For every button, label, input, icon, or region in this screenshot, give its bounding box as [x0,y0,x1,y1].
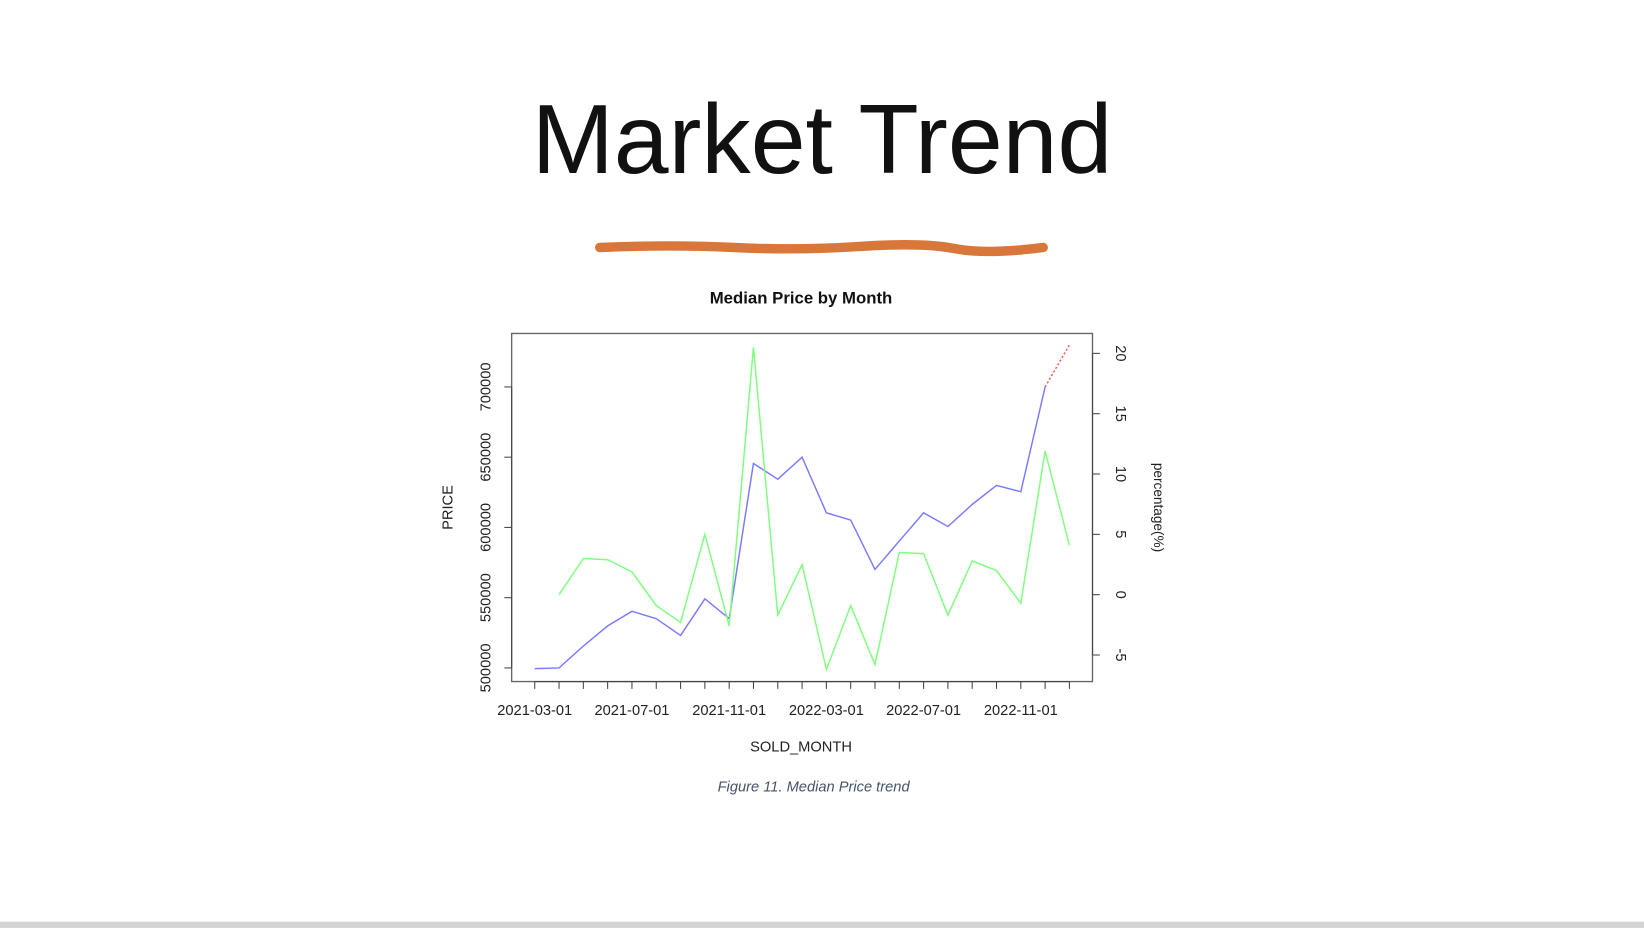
y-tick-label: 550000 [478,573,494,622]
x-tick-label: 2021-11-01 [692,703,766,719]
series-line [1044,344,1071,388]
x-tick-label: 2022-03-01 [789,703,864,719]
y-tick-label: 600000 [478,503,494,552]
y-tick-label: 500000 [478,643,494,692]
y2-axis-label: percentage(%) [1151,463,1166,552]
figure-caption: Figure 11. Median Price trend [718,779,911,795]
y2-tick-label: -5 [1112,648,1128,661]
y2-tick-label: 10 [1112,466,1128,482]
y-axis-label: PRICE [441,485,457,530]
y-tick-label: 650000 [478,433,494,482]
x-tick-label: 2021-03-01 [497,703,572,719]
series-line [534,386,1046,670]
bottom-bar [0,921,1644,928]
x-tick-label: 2022-07-01 [886,703,961,719]
x-tick-label: 2021-07-01 [594,703,669,719]
y2-tick-label: 20 [1112,345,1128,361]
x-axis-label: SOLD_MONTH [750,739,852,755]
y2-tick-label: 0 [1112,591,1128,599]
slide-title: Market Trend [532,84,1113,194]
x-tick-label: 2022-11-01 [984,703,1058,719]
y2-tick-label: 15 [1112,406,1128,422]
chart-title: Median Price by Month [710,288,893,307]
series-line [558,347,1071,673]
y-tick-label: 700000 [478,362,494,411]
plot-frame [510,332,1094,683]
y2-tick-label: 5 [1112,530,1128,538]
title-underline [595,240,1048,257]
